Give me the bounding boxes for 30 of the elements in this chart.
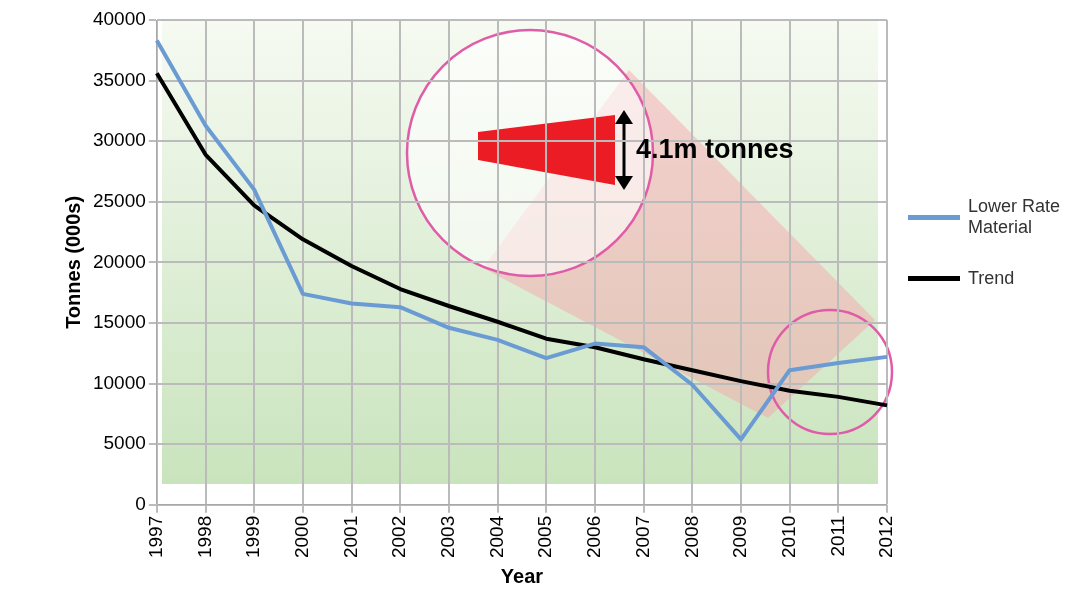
x-tick-label: 1998 <box>193 515 215 559</box>
y-tick-label: 25000 <box>92 190 146 212</box>
x-tick-label: 2007 <box>631 515 653 559</box>
y-tick-label: 5000 <box>103 432 146 454</box>
y-tick-label: 20000 <box>92 250 146 272</box>
x-tick-label: 2009 <box>729 515 751 559</box>
x-tick-label: 2005 <box>534 515 556 559</box>
x-tick-label: 2001 <box>339 515 361 559</box>
x-tick-label: 2004 <box>485 515 507 559</box>
y-tick-label: 15000 <box>92 311 146 333</box>
legend-label: Trend <box>968 268 1015 289</box>
x-tick-label: 2003 <box>437 515 459 559</box>
x-tick-label: 2010 <box>777 515 799 559</box>
x-tick-label: 1997 <box>145 515 167 559</box>
y-tick-label: 0 <box>135 492 146 514</box>
x-tick-label: 2011 <box>826 515 848 557</box>
x-tick-label: 2006 <box>583 515 605 559</box>
x-tick-label: 2002 <box>388 515 410 559</box>
y-tick-label: 35000 <box>92 68 146 90</box>
y-axis-title: Tonnes (000s) <box>61 195 84 329</box>
y-tick-label: 10000 <box>92 371 146 393</box>
annotation: 4.1m tonnes <box>636 134 794 165</box>
x-tick-label: 2008 <box>680 515 702 559</box>
x-tick-label: 2012 <box>875 515 897 559</box>
x-tick-label: 2000 <box>291 515 313 559</box>
x-axis-title: Year <box>500 564 544 587</box>
legend-label: Lower Rate Material <box>968 196 1062 238</box>
x-tick-label: 1999 <box>242 515 264 559</box>
y-tick-label: 30000 <box>92 129 146 151</box>
y-tick-label: 40000 <box>92 8 146 30</box>
